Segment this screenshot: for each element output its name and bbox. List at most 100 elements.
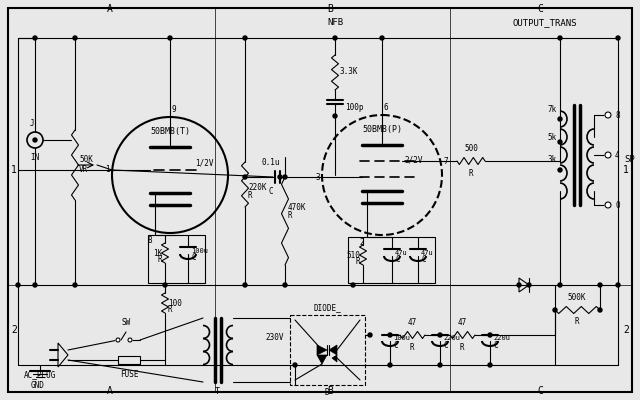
Circle shape <box>438 363 442 367</box>
Text: 2: 2 <box>11 325 17 335</box>
Circle shape <box>558 168 562 172</box>
Text: C: C <box>269 187 273 196</box>
Circle shape <box>333 36 337 40</box>
Text: 5k: 5k <box>548 132 557 142</box>
Text: FUSE: FUSE <box>120 370 138 379</box>
Text: 6: 6 <box>384 103 388 112</box>
Circle shape <box>438 333 442 337</box>
Circle shape <box>558 36 562 40</box>
Text: C: C <box>493 340 498 350</box>
Text: 100p: 100p <box>345 102 364 112</box>
Text: 7k: 7k <box>548 106 557 114</box>
Text: 220u: 220u <box>493 335 510 341</box>
Circle shape <box>73 36 77 40</box>
Text: R: R <box>355 256 360 266</box>
Text: 220K: 220K <box>248 182 266 192</box>
Circle shape <box>333 114 337 118</box>
Circle shape <box>388 363 392 367</box>
Text: 8: 8 <box>615 110 620 120</box>
Circle shape <box>388 333 392 337</box>
Circle shape <box>33 36 37 40</box>
Circle shape <box>605 152 611 158</box>
Text: 3k: 3k <box>548 156 557 164</box>
Text: B: B <box>327 386 333 396</box>
Bar <box>290 315 365 385</box>
Text: C: C <box>537 4 543 14</box>
Circle shape <box>558 283 562 287</box>
Text: C: C <box>395 256 399 264</box>
Circle shape <box>605 202 611 208</box>
Circle shape <box>163 283 167 287</box>
Circle shape <box>553 308 557 312</box>
Circle shape <box>243 36 247 40</box>
Text: NFB: NFB <box>327 18 343 27</box>
Circle shape <box>243 283 247 287</box>
Text: 7: 7 <box>444 156 449 166</box>
Text: 500K: 500K <box>568 293 586 302</box>
Text: 1: 1 <box>106 166 110 174</box>
Text: 1/2V: 1/2V <box>195 158 214 168</box>
Text: R: R <box>168 306 173 314</box>
Text: 50BM8(P): 50BM8(P) <box>362 125 402 134</box>
Circle shape <box>558 140 562 144</box>
Text: C: C <box>191 254 196 262</box>
Text: GND: GND <box>31 381 45 390</box>
Circle shape <box>73 283 77 287</box>
Text: C: C <box>393 340 397 350</box>
Circle shape <box>598 308 602 312</box>
Text: 4: 4 <box>615 150 620 160</box>
Text: C: C <box>537 386 543 396</box>
Text: R: R <box>157 254 162 264</box>
Text: 220u: 220u <box>443 335 460 341</box>
Circle shape <box>351 283 355 287</box>
Text: 470K: 470K <box>288 202 307 212</box>
Circle shape <box>243 175 247 179</box>
Circle shape <box>293 363 297 367</box>
Text: T: T <box>214 387 220 396</box>
Text: SP: SP <box>624 156 635 164</box>
Text: 0.1u: 0.1u <box>262 158 280 167</box>
Text: 510: 510 <box>346 250 360 260</box>
Text: 3.3K: 3.3K <box>339 68 358 76</box>
Circle shape <box>283 175 287 179</box>
Circle shape <box>605 112 611 118</box>
Text: 100u: 100u <box>393 335 410 341</box>
Text: 50BM8(T): 50BM8(T) <box>150 127 190 136</box>
Text: OUTPUT_TRANS: OUTPUT_TRANS <box>513 18 577 27</box>
Text: 47u: 47u <box>395 250 408 256</box>
Text: IN: IN <box>30 153 40 162</box>
Bar <box>118 356 140 364</box>
Circle shape <box>488 363 492 367</box>
Bar <box>348 237 435 283</box>
Polygon shape <box>317 355 327 364</box>
Circle shape <box>368 333 372 337</box>
Circle shape <box>116 338 120 342</box>
Polygon shape <box>332 355 337 362</box>
Text: DIODE_: DIODE_ <box>313 303 341 312</box>
Text: R: R <box>248 190 253 200</box>
Circle shape <box>380 36 384 40</box>
Text: 1K: 1K <box>153 248 162 258</box>
Text: B: B <box>327 4 333 14</box>
Circle shape <box>616 283 620 287</box>
Bar <box>148 235 205 283</box>
Text: J: J <box>29 119 35 128</box>
Text: 2/2V: 2/2V <box>404 156 422 164</box>
Text: 3: 3 <box>316 172 320 182</box>
Text: R: R <box>460 343 464 352</box>
Text: 500: 500 <box>464 144 478 153</box>
Text: 47: 47 <box>408 318 417 327</box>
Circle shape <box>283 283 287 287</box>
Text: 47u: 47u <box>421 250 434 256</box>
Text: 0: 0 <box>615 200 620 210</box>
Text: A: A <box>107 4 113 14</box>
Text: 8: 8 <box>147 236 152 245</box>
Circle shape <box>616 36 620 40</box>
Circle shape <box>128 338 132 342</box>
Text: R: R <box>410 343 414 352</box>
Text: 2: 2 <box>623 325 629 335</box>
Text: R: R <box>468 169 474 178</box>
Text: A: A <box>107 386 113 396</box>
Text: SW: SW <box>122 318 131 327</box>
Circle shape <box>33 283 37 287</box>
